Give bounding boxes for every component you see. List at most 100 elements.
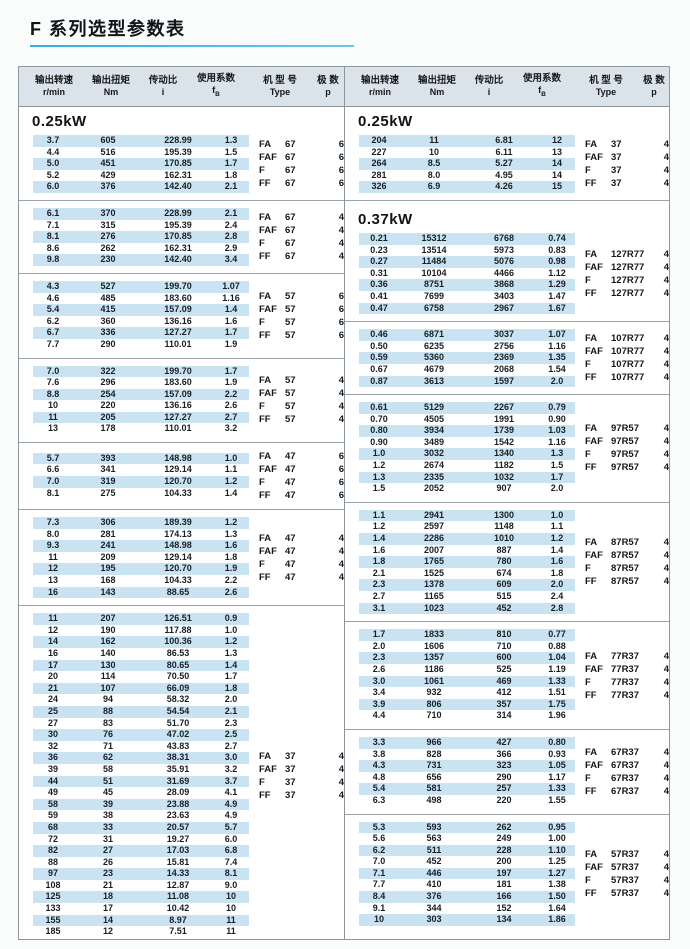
cell-value: 108 [45,879,61,890]
cell-value: 14 [47,636,58,647]
type-row: FAF 77R37 4 [585,663,669,676]
cell-value: 1597 [493,375,515,386]
cell-value: 2597 [423,521,445,532]
poles-value: 4 [663,359,669,371]
cell-value: 11 [226,914,236,925]
data-block: 1.7 1833 810 0.77 2.0 1606 710 0.88 2.3 1357 600 1.… [345,627,669,724]
cell-value: 581 [426,783,442,794]
cell-value: 485 [100,292,116,303]
cell-value: 3934 [423,425,445,436]
table-row: 204 11 6.81 12 [359,135,575,147]
poles-value: 4 [663,563,669,575]
cell-value: 26 [102,856,113,867]
cell-value: 1186 [424,663,444,674]
cell-value: 429 [100,169,116,180]
cell-value: 2.5 [224,729,238,740]
type-prefix: FF [259,329,271,341]
cell-value: 38.31 [166,752,190,763]
cell-value: 710 [496,640,512,651]
poles-value: 6 [338,290,344,302]
cell-value: 10 [47,400,58,411]
cell-value: 71 [102,740,113,751]
cell-value: 1.17 [548,771,566,782]
cell-value: 110.01 [164,423,192,434]
cell-value: 2369 [493,352,515,363]
cell-value: 157.09 [164,304,192,315]
cell-value: 23.88 [166,798,190,809]
type-size: 57 [285,316,296,328]
type-size: 37 [285,776,296,788]
data-block: 6.1 370 228.99 2.1 7.1 315 195.39 2.4 8.1 276 170.… [19,206,344,268]
table-row: 0.70 4505 1991 0.90 [359,414,575,426]
table-row: 8.1 275 104.33 1.4 [33,488,249,500]
table-row: 3.7 605 228.99 1.3 [33,135,249,147]
table-row: 8.4 376 166 1.50 [359,891,575,903]
type-size: 57 [285,375,296,387]
type-prefix: FF [585,287,597,299]
cell-value: 0.27 [370,256,388,267]
type-size: 127R77 [611,287,645,299]
cell-value: 120.70 [164,476,192,487]
cell-value: 4.4 [46,146,60,157]
cell-value: 15.81 [166,856,190,867]
table-row: 36 62 38.31 3.0 [33,752,249,764]
cell-value: 2.0 [550,483,564,494]
cell-value: 195.39 [164,146,192,157]
cell-value: 17 [47,659,58,670]
cell-value: 7.0 [372,856,386,867]
cell-value: 80.65 [166,659,190,670]
cell-value: 3.8 [372,748,386,759]
cell-value: 13 [47,423,58,434]
cell-value: 0.74 [548,232,566,243]
cell-value: 10 [225,903,236,914]
cell-value: 1.96 [548,710,566,721]
poles-value: 4 [338,776,344,788]
type-prefix: FAF [259,388,277,400]
cell-value: 360 [100,315,116,326]
cell-value: 134 [496,914,512,925]
table-row: 2.0 1606 710 0.88 [359,641,575,653]
block-divider [19,605,344,607]
column-header: 机 型 号 Type [247,75,313,98]
cell-value: 6.8 [224,845,238,856]
type-prefix: F [585,563,591,575]
cell-value: 5129 [423,402,445,413]
data-block: 5.3 593 262 0.95 5.6 563 249 1.00 6.2 511 228 1.10 7… [345,820,669,928]
type-row: FF 37 4 [259,789,344,802]
cell-value: 6.7 [46,327,60,338]
poles-value: 4 [338,763,344,775]
rows: 0.61 5129 2267 0.79 0.70 4505 1991 0.90 0.80 3934… [359,402,575,495]
panel-body: 0.25kW 204 11 6.81 12 227 10 6.11 13 264 8.5 5.27 14… [345,107,669,928]
type-prefix: FA [585,248,598,260]
type-prefix: F [259,237,265,249]
type-prefix: FA [585,848,598,860]
cell-value: 14.33 [166,868,190,879]
cell-value: 1.6 [224,540,238,551]
table-row: 8.0 281 174.13 1.3 [33,529,249,541]
type-column: FA 37 4 FAF 37 4 F 37 4 FF 37 4 [585,138,669,190]
column-header: 使用系数 fB [511,73,573,100]
cell-value: 2286 [423,533,445,544]
cell-value: 148.98 [164,540,192,551]
cell-value: 143 [100,586,116,597]
cell-value: 7.7 [372,879,386,890]
cell-value: 3613 [423,375,445,386]
column-header-en: Type [595,87,617,97]
type-row: FAF 97R57 4 [585,435,669,448]
type-size: 107R77 [611,333,645,345]
poles-value: 4 [663,676,669,688]
table-row: 0.61 5129 2267 0.79 [359,402,575,414]
cell-value: 157.09 [164,388,192,399]
cell-value: 1.2 [224,517,238,528]
type-column: FA 57 4 FAF 57 4 F 57 4 FF 57 4 [259,374,344,426]
cell-value: 1.7 [550,471,564,482]
power-label: 0.25kW [32,113,87,130]
cell-value: 6758 [423,302,445,313]
table-row: 7.1 446 197 1.27 [359,867,575,880]
table-row: 7.1 315 195.39 2.4 [33,220,249,232]
block-divider [345,321,669,323]
cell-value: 1.00 [548,833,566,844]
cell-value: 181 [496,879,512,890]
type-size: 67R37 [611,772,639,784]
table-row: 6.7 336 127.27 1.7 [33,327,249,339]
